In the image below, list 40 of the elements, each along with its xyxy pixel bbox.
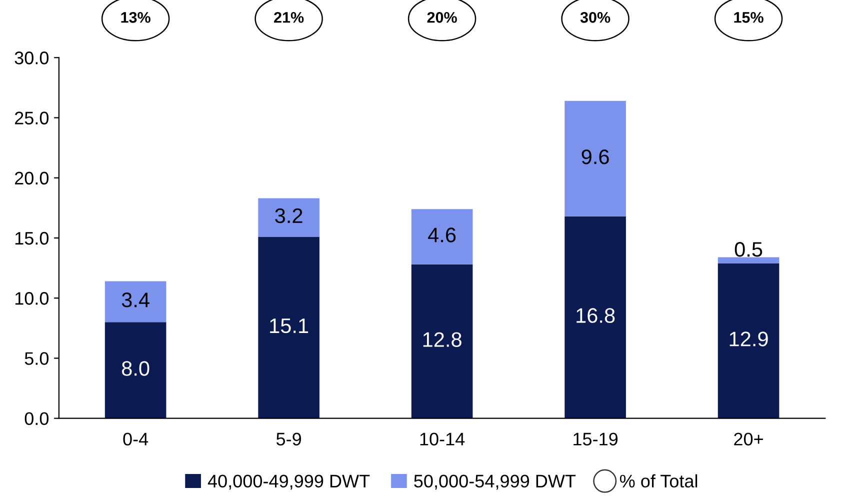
y-tick-label: 25.0 [14, 112, 49, 124]
data-label: 12.9 [730, 332, 768, 346]
text: 20% [427, 12, 457, 23]
x-tick-label: 5-9 [276, 432, 301, 446]
data-label: 3.4 [122, 292, 150, 308]
bar [258, 236, 320, 418]
y-tick-label: 0.0 [24, 412, 49, 426]
y-tick-label: 10.0 [15, 292, 49, 305]
bar [104, 281, 166, 322]
data-label: 8.0 [122, 361, 150, 376]
text: 15% [734, 12, 764, 23]
x-tick-label: 10-14 [420, 432, 465, 446]
bar [718, 257, 780, 264]
data-label: 16.8 [576, 308, 615, 323]
data-label: 9.6 [582, 149, 609, 164]
bar [718, 263, 780, 418]
data-label: 4.6 [428, 228, 456, 242]
legend-label: 50,000-54,999 DWT [414, 474, 576, 490]
legend-label: 40,000-49,999 DWT [208, 474, 370, 490]
data-label: 0.5 [734, 242, 762, 257]
text: % of Total [620, 474, 698, 488]
x-tick-label: 15-19 [574, 432, 618, 446]
text: 21% [274, 12, 304, 23]
bar [564, 216, 626, 418]
bar [104, 322, 166, 418]
y-tick-label: 20.0 [14, 172, 49, 185]
bar [411, 264, 473, 418]
data-label: 3.2 [275, 208, 302, 224]
y-tick-label: 30.0 [14, 52, 49, 64]
text: 13% [121, 12, 150, 23]
text: 30% [580, 12, 610, 23]
y-tick-label: 15.0 [15, 232, 49, 245]
bar [564, 100, 626, 216]
bar [258, 198, 320, 237]
y-tick-label: 5.0 [24, 352, 49, 365]
x-tick-label: 0-4 [123, 432, 148, 446]
data-label: 12.8 [423, 332, 462, 347]
x-tick-label: 20+ [734, 432, 763, 446]
bar [411, 209, 473, 264]
data-label: 15.1 [270, 318, 308, 334]
